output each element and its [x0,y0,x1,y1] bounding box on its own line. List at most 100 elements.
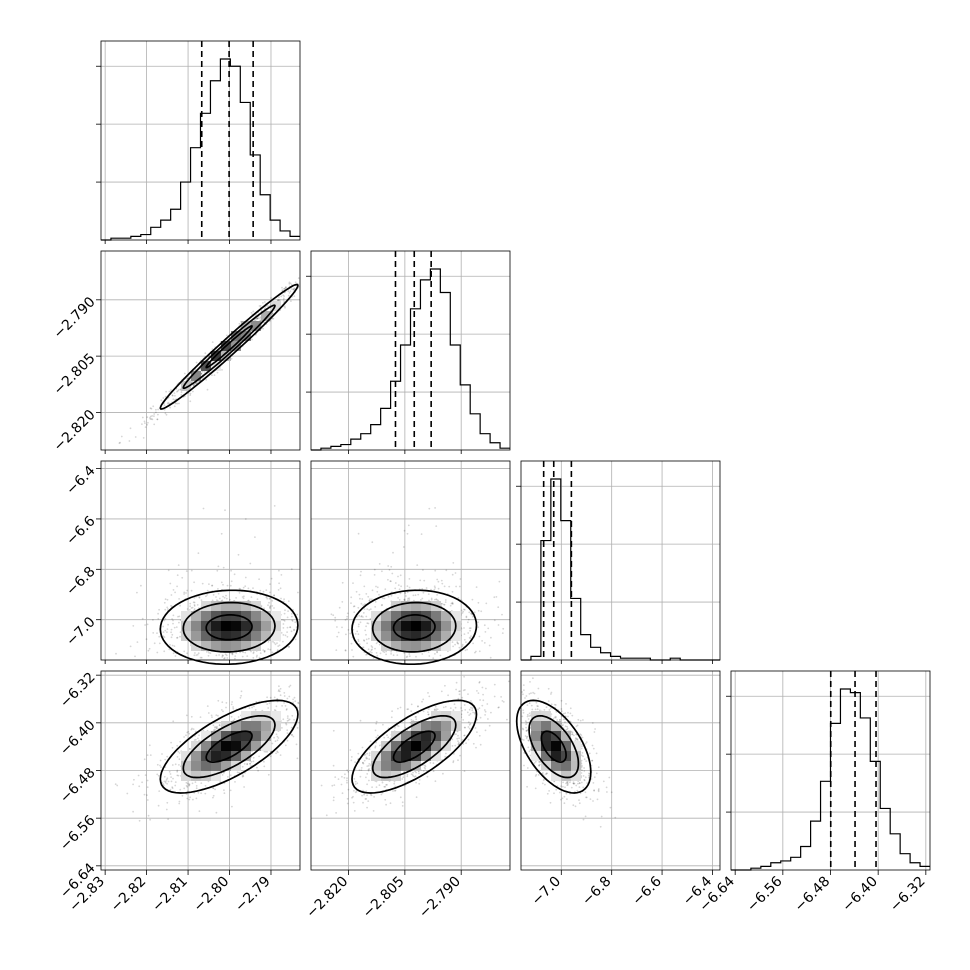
scatter-point [171,764,174,766]
scatter-point [371,786,373,789]
scatter-point [200,373,203,375]
scatter-point [259,652,262,654]
scatter-point [200,792,203,795]
scatter-point [406,532,409,535]
scatter-point [445,569,448,572]
scatter-point [452,760,455,762]
scatter-point [343,776,346,779]
density-cell [431,721,441,731]
scatter-point [363,608,366,610]
density-cell [271,611,281,621]
scatter-point [242,651,245,654]
scatter-point [277,298,279,301]
scatter-point [336,626,338,628]
scatter-point [469,627,472,629]
scatter-point [337,778,340,780]
scatter-point [178,598,181,600]
scatter-point [207,654,210,657]
scatter-point [331,784,334,787]
scatter-point [266,597,269,600]
density-cell [261,621,271,631]
scatter-point [407,597,409,600]
scatter-point [416,564,419,566]
scatter-point [273,696,276,699]
scatter-point [225,594,227,597]
scatter-point [467,738,470,741]
scatter-point [279,687,282,690]
density-cell [261,611,271,621]
scatter-point [183,593,186,595]
scatter-point [221,654,224,657]
scatter-point [167,818,170,821]
scatter-point [268,601,270,604]
x-tick-label: −2.80 [191,874,233,916]
scatter-point [269,591,271,594]
scatter-point [141,617,144,620]
scatter-point [215,811,218,814]
scatter-point [250,760,253,763]
scatter-point [193,601,196,604]
scatter-point [477,621,479,624]
scatter-point [507,680,510,683]
scatter-point [418,772,420,775]
scatter-point [335,812,337,814]
scatter-panel-3-2: −7.0 −6.8 −6.6 −6.4 [515,670,721,909]
scatter-point [271,742,274,745]
scatter-point [533,762,536,764]
scatter-point [384,785,387,788]
scatter-point [194,781,197,783]
scatter-point [482,693,484,696]
scatter-point [277,737,280,739]
scatter-point [188,798,191,801]
scatter-point [394,587,397,590]
scatter-point [156,632,158,634]
density-cell [271,631,281,641]
scatter-point [115,652,117,655]
density-cell [241,721,251,731]
scatter-point [394,582,397,584]
contour-line [159,589,299,666]
scatter-point [412,775,415,777]
scatter-point [215,714,218,716]
scatter-point [147,814,150,817]
density-cell [251,721,261,731]
scatter-point [442,772,444,775]
scatter-point [459,754,461,757]
scatter-point [134,655,136,658]
scatter-point [163,408,166,411]
scatter-point [294,700,297,703]
scatter-point [290,300,292,302]
scatter-point [141,423,143,425]
scatter-point [361,746,364,749]
scatter-point [376,590,379,593]
scatter-point [367,648,370,651]
scatter-point [461,612,464,614]
scatter-point [146,623,149,626]
scatter-point [445,752,447,755]
scatter-point [405,656,408,659]
scatter-point [537,774,540,776]
scatter-point [273,594,275,597]
scatter-point [361,794,363,797]
scatter-point [126,792,129,795]
scatter-point [346,779,348,782]
scatter-point [176,770,179,773]
scatter-point [268,598,271,600]
scatter-point [225,706,227,709]
scatter-point [502,627,505,630]
scatter-point [231,805,233,808]
scatter-point [463,633,466,635]
scatter-point [271,605,274,607]
density-cell [191,751,201,761]
scatter-point [359,597,361,600]
scatter-point [367,764,370,767]
scatter-point [188,783,191,786]
scatter-point [435,598,438,600]
density-cell [261,731,271,741]
scatter-point [269,605,272,607]
scatter-point [451,573,454,576]
scatter-point [256,317,259,319]
scatter-point [352,582,354,584]
scatter-point [390,653,392,655]
scatter-point [178,802,181,805]
